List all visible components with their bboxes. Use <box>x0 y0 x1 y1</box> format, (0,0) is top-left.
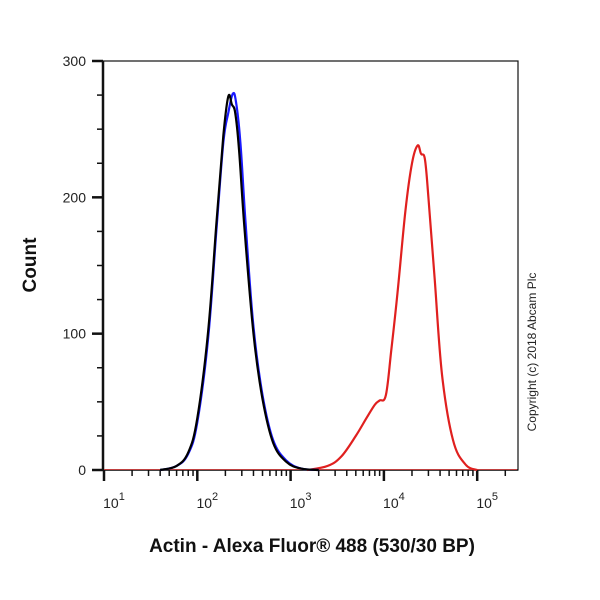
series-layer <box>104 91 517 472</box>
plot-frame <box>102 60 519 471</box>
series-line-red <box>306 144 478 472</box>
x-tick-label: 102 <box>196 491 218 511</box>
x-tick-label: 104 <box>383 491 405 511</box>
copyright-annotation: Copyright (c) 2018 Abcam Plc <box>525 273 539 432</box>
y-axis-title: Count <box>20 237 41 293</box>
x-axis-title: Actin - Alexa Fluor® 488 (530/30 BP) <box>149 536 475 557</box>
x-tick-label: 101 <box>103 491 125 511</box>
y-tick-label: 300 <box>63 53 87 69</box>
x-tick-label: 103 <box>290 491 312 511</box>
x-tick-label: 105 <box>476 491 498 511</box>
x-axis: 101 102 103 104 105 <box>102 469 518 511</box>
y-tick-label: 0 <box>78 462 86 478</box>
y-tick-label: 200 <box>63 189 87 205</box>
y-axis: 0 100 200 300 <box>63 53 105 478</box>
series-line-black <box>159 93 319 472</box>
y-tick-label: 100 <box>63 326 87 342</box>
